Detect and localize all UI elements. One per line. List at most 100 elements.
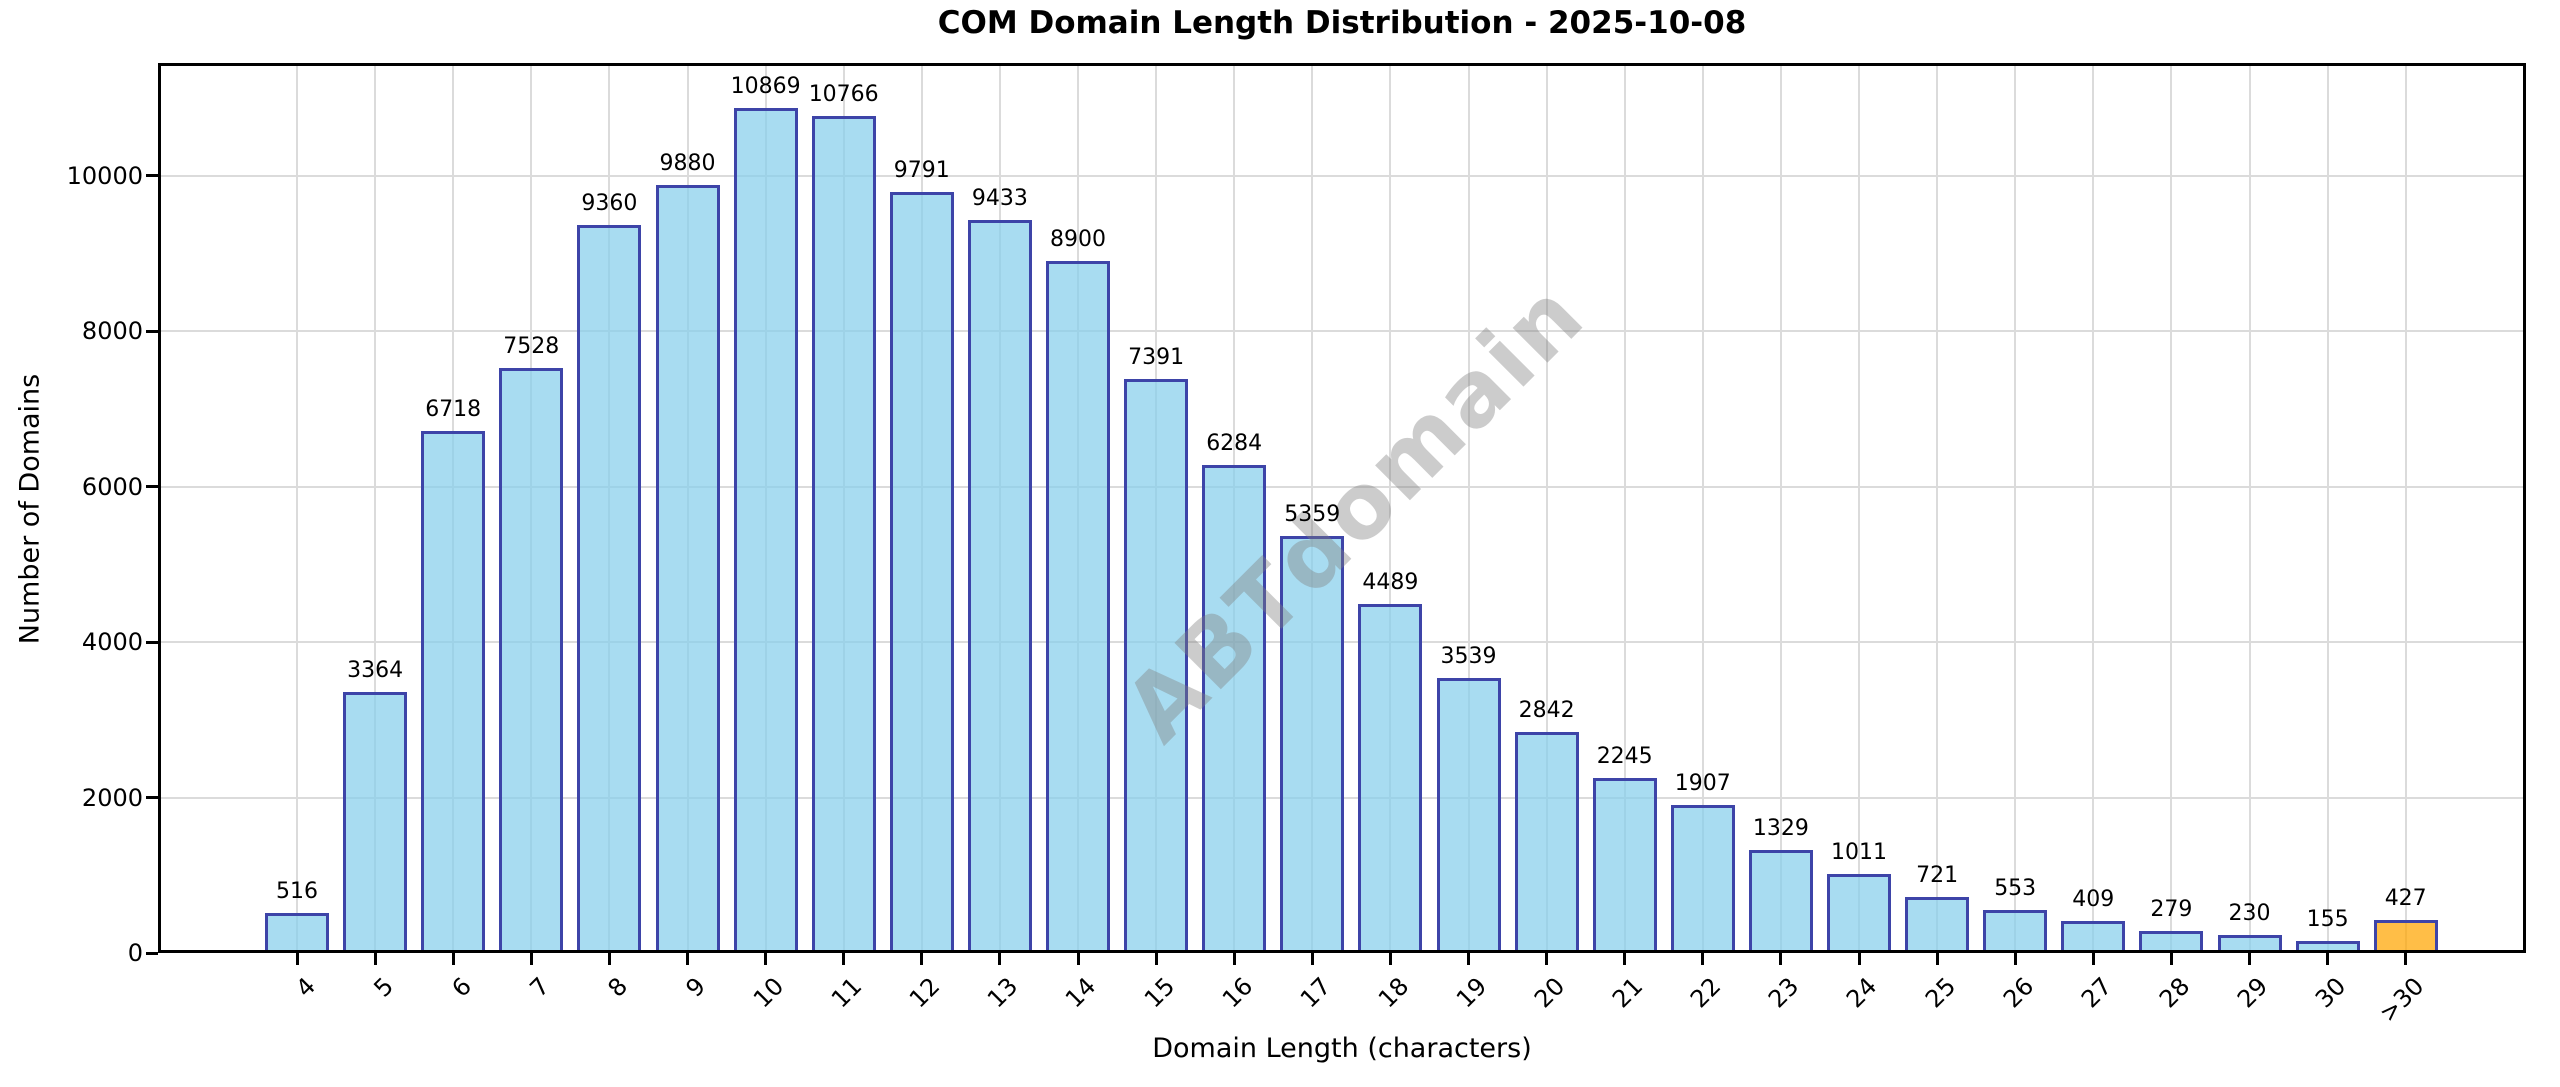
grid-line-vertical (2014, 63, 2017, 953)
grid-line-vertical (2404, 63, 2407, 953)
x-tick-label: 13 (982, 972, 1024, 1014)
grid-line-horizontal (158, 174, 2526, 177)
y-tick-label: 2000 (81, 783, 143, 812)
x-axis-tick (920, 950, 924, 965)
x-tick-label: 12 (904, 972, 946, 1014)
grid-line-vertical (1701, 63, 1704, 953)
y-axis-tick (146, 329, 158, 333)
x-tick-label: 25 (1919, 972, 1961, 1014)
y-tick-label: 4000 (81, 628, 143, 657)
x-tick-label: 5 (368, 972, 399, 1003)
x-tick-label: 28 (2153, 972, 2196, 1014)
bar (1436, 677, 1501, 953)
bar-value-label: 2245 (1596, 744, 1653, 770)
chart-title: COM Domain Length Distribution - 2025-10… (937, 5, 1747, 41)
plot-area: 516 3364 6718 7528 9360 9880 10869 10766 9791 943… (67, 63, 2526, 1028)
bar-value-label: 230 (2228, 901, 2271, 927)
x-axis-tick (1467, 950, 1470, 965)
y-axis-tick (146, 796, 158, 800)
bar-value-label: 9360 (581, 191, 638, 217)
x-axis-tick (842, 950, 846, 965)
x-axis-tick (2169, 950, 2173, 965)
x-tick-label: 14 (1060, 972, 1102, 1014)
x-axis-tick (2326, 950, 2330, 965)
x-axis-tick (1545, 950, 1549, 965)
x-axis-tick (529, 950, 533, 965)
bar (265, 912, 329, 953)
bar-value-label: 155 (2306, 906, 2349, 932)
x-axis-tick (1779, 950, 1783, 965)
bar-value-label: 10869 (730, 74, 801, 100)
x-tick-label: 16 (1216, 972, 1259, 1014)
grid-line-vertical (1311, 63, 1314, 953)
bar-value-label: 1907 (1674, 770, 1731, 796)
bar (1202, 464, 1267, 953)
x-axis-tick (1623, 950, 1627, 965)
grid-line-vertical (2248, 63, 2251, 953)
x-tick-label: 7 (524, 972, 556, 1003)
grid-line-horizontal (158, 330, 2526, 333)
bar-value-label: 9433 (971, 185, 1028, 211)
bar-value-label: 516 (276, 878, 318, 904)
x-axis-tick (2013, 950, 2017, 965)
bar (1514, 732, 1579, 953)
grid-line-vertical (374, 63, 377, 953)
bar-value-label: 427 (2384, 885, 2427, 911)
x-axis-tick (1388, 950, 1392, 965)
bar-value-label: 9880 (659, 151, 716, 177)
x-tick-label: 6 (446, 972, 478, 1003)
grid-line-vertical (1545, 63, 1548, 953)
x-axis-tick (1076, 950, 1080, 965)
y-tick-label: 8000 (81, 317, 143, 346)
x-axis-label: Domain Length (characters) (1152, 1033, 1532, 1064)
grid-line-vertical (1623, 63, 1626, 953)
bar (421, 430, 486, 953)
y-tick-label: 6000 (81, 472, 143, 501)
y-tick-label: 10000 (66, 161, 143, 190)
bar (1827, 874, 1891, 953)
bar (1983, 910, 2048, 953)
bar-value-label: 409 (2072, 887, 2115, 913)
bar-value-label: 279 (2150, 897, 2193, 923)
x-tick-label: 26 (1997, 972, 2040, 1014)
x-tick-label: 23 (1763, 972, 1805, 1014)
grid-line-vertical (2092, 63, 2095, 953)
x-axis-tick (2091, 950, 2095, 965)
x-tick-label: 19 (1450, 972, 1493, 1014)
x-axis-tick (451, 950, 455, 965)
bar (1670, 804, 1735, 953)
bar-value-label: 9791 (893, 157, 950, 183)
grid-line-vertical (1858, 63, 1860, 953)
grid-line-vertical (1779, 63, 1782, 953)
grid-line-vertical (1389, 63, 1392, 953)
bar-value-label: 1329 (1752, 815, 1809, 841)
x-tick-label: 11 (826, 972, 868, 1014)
x-axis-tick (607, 950, 611, 965)
x-axis-tick (1310, 950, 1314, 965)
x-axis-tick (764, 950, 768, 965)
bar (811, 116, 876, 953)
bar (655, 185, 720, 953)
bar-value-label: 3539 (1440, 643, 1497, 669)
grid-line-horizontal (158, 485, 2526, 488)
bar (343, 691, 408, 953)
x-axis-tick (1154, 950, 1158, 965)
bar (1046, 261, 1110, 953)
x-axis-tick (1935, 950, 1939, 965)
x-tick-label: 20 (1529, 972, 1571, 1014)
x-tick-label: 4 (290, 972, 321, 1003)
bar-value-label: 7391 (1128, 344, 1185, 370)
bar-value-label: 7528 (503, 333, 560, 359)
bar-value-label: 5359 (1284, 502, 1341, 528)
x-tick-label: 22 (1685, 972, 1727, 1014)
bar (733, 108, 798, 953)
y-axis-tick (146, 174, 158, 178)
bar (1748, 849, 1813, 953)
bar (1280, 536, 1345, 953)
bar (577, 225, 642, 953)
x-axis-tick (373, 950, 377, 965)
x-tick-label: 9 (680, 972, 712, 1003)
bar-value-label: 553 (1994, 876, 2037, 902)
x-tick-label: 10 (748, 972, 790, 1014)
x-axis-tick (998, 950, 1002, 965)
